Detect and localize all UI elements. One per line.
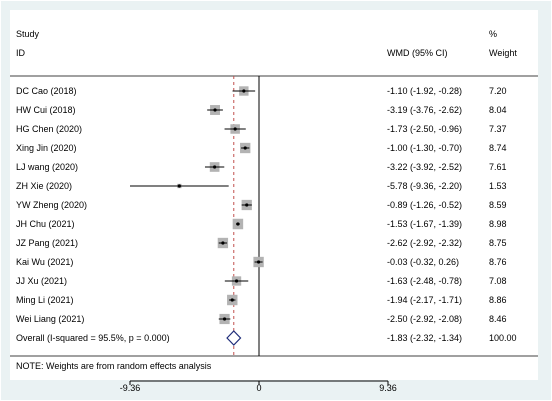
- study-id: DC Cao (2018): [16, 86, 77, 96]
- study-weight: 8.98: [489, 219, 507, 229]
- x-tick-label: 9.36: [379, 383, 397, 392]
- plot-panel: Study ID WMD (95% CI) % Weight NOTE: Wei…: [10, 10, 538, 392]
- study-row: Wei Liang (2021) -2.50 (-2.92, -2.08) 8.46: [16, 313, 507, 325]
- weight-header: Weight: [489, 48, 517, 58]
- study-row: HG Chen (2020) -1.73 (-2.50, -0.96) 7.37: [16, 124, 507, 134]
- study-id: JH Chu (2021): [16, 219, 75, 229]
- study-id: Ming Li (2021): [16, 295, 74, 305]
- study-weight: 8.86: [489, 295, 507, 305]
- study-weight: 7.20: [489, 86, 507, 96]
- study-row: ZH Xie (2020) -5.78 (-9.36, -2.20) 1.53: [16, 181, 507, 191]
- point-estimate: [234, 279, 239, 283]
- study-id: JZ Pang (2021): [16, 238, 78, 248]
- point-estimate: [213, 108, 217, 112]
- x-tick-label: -9.36: [120, 383, 141, 392]
- study-id: HW Cui (2018): [16, 105, 76, 115]
- id-header: ID: [16, 48, 26, 58]
- study-ci-text: -1.63 (-2.48, -0.78): [387, 276, 462, 286]
- percent-header: %: [489, 29, 497, 39]
- overall-diamond: [226, 330, 242, 346]
- x-tick-label: 0: [256, 383, 261, 392]
- study-row: YW Zheng (2020) -0.89 (-1.26, -0.52) 8.59: [16, 199, 507, 211]
- study-ci-text: -2.50 (-2.92, -2.08): [387, 314, 462, 324]
- point-estimate: [222, 317, 227, 321]
- point-estimate: [256, 260, 261, 264]
- x-axis: -9.36 0 9.36: [120, 380, 397, 392]
- point-estimate: [242, 89, 246, 93]
- study-ci-text: -1.53 (-1.67, -1.39): [387, 219, 462, 229]
- study-row: Xing Jin (2020) -1.00 (-1.30, -0.70) 8.74: [16, 142, 507, 154]
- study-id: YW Zheng (2020): [16, 200, 87, 210]
- overall-ci-text: -1.83 (-2.32, -1.34): [387, 333, 462, 343]
- study-ci-text: -5.78 (-9.36, -2.20): [387, 181, 462, 191]
- overall-row: Overall (I-squared = 95.5%, p = 0.000) -1…: [16, 330, 517, 346]
- study-ci-text: -1.00 (-1.30, -0.70): [387, 143, 462, 153]
- study-weight: 1.53: [489, 181, 507, 191]
- forest-plot: Study ID WMD (95% CI) % Weight NOTE: Wei…: [10, 29, 538, 392]
- study-weight: 7.08: [489, 276, 507, 286]
- point-estimate: [177, 184, 181, 188]
- point-estimate: [230, 298, 234, 302]
- study-weight: 8.75: [489, 238, 507, 248]
- study-row: JJ Xu (2021) -1.63 (-2.48, -0.78) 7.08: [16, 276, 507, 286]
- study-weight: 8.74: [489, 143, 507, 153]
- study-row: LJ wang (2020) -3.22 (-3.92, -2.52) 7.61: [16, 162, 507, 172]
- study-rows: DC Cao (2018) -1.10 (-1.92, -0.28) 7.20 HW …: [16, 76, 517, 356]
- effect-header: WMD (95% CI): [387, 48, 448, 58]
- study-weight: 8.59: [489, 200, 507, 210]
- point-estimate: [213, 165, 217, 169]
- overall-weight: 100.00: [489, 333, 517, 343]
- study-id: Wei Liang (2021): [16, 314, 84, 324]
- study-ci-text: -1.94 (-2.17, -1.71): [387, 295, 462, 305]
- study-header: Study: [16, 29, 40, 39]
- study-id: LJ wang (2020): [16, 162, 78, 172]
- study-weight: 7.61: [489, 162, 507, 172]
- weights-note: NOTE: Weights are from random effects an…: [16, 361, 212, 371]
- study-weight: 8.46: [489, 314, 507, 324]
- study-ci-text: -3.22 (-3.92, -2.52): [387, 162, 462, 172]
- point-estimate: [245, 203, 249, 207]
- study-id: JJ Xu (2021): [16, 276, 67, 286]
- study-weight: 8.76: [489, 257, 507, 267]
- study-ci-text: -1.73 (-2.50, -0.96): [387, 124, 462, 134]
- study-weight: 7.37: [489, 124, 507, 134]
- study-row: Kai Wu (2021) -0.03 (-0.32, 0.26) 8.76: [16, 256, 507, 268]
- study-id: Xing Jin (2020): [16, 143, 77, 153]
- study-id: HG Chen (2020): [16, 124, 82, 134]
- study-id: Kai Wu (2021): [16, 257, 73, 267]
- study-ci-text: -0.89 (-1.26, -0.52): [387, 200, 462, 210]
- point-estimate: [243, 146, 247, 150]
- point-estimate: [236, 222, 240, 226]
- study-ci-text: -2.62 (-2.92, -2.32): [387, 238, 462, 248]
- overall-label: Overall (I-squared = 95.5%, p = 0.000): [16, 333, 170, 343]
- point-estimate: [221, 241, 225, 245]
- study-row: Ming Li (2021) -1.94 (-2.17, -1.71) 8.86: [16, 294, 507, 306]
- study-row: DC Cao (2018) -1.10 (-1.92, -0.28) 7.20: [16, 86, 507, 96]
- study-ci-text: -3.19 (-3.76, -2.62): [387, 105, 462, 115]
- point-estimate: [233, 127, 237, 131]
- study-id: ZH Xie (2020): [16, 181, 72, 191]
- study-weight: 8.04: [489, 105, 507, 115]
- study-ci-text: -1.10 (-1.92, -0.28): [387, 86, 462, 96]
- study-row: JZ Pang (2021) -2.62 (-2.92, -2.32) 8.75: [16, 237, 507, 249]
- study-ci-text: -0.03 (-0.32, 0.26): [387, 257, 459, 267]
- study-row: JH Chu (2021) -1.53 (-1.67, -1.39) 8.98: [16, 218, 507, 230]
- study-row: HW Cui (2018) -3.19 (-3.76, -2.62) 8.04: [16, 105, 507, 115]
